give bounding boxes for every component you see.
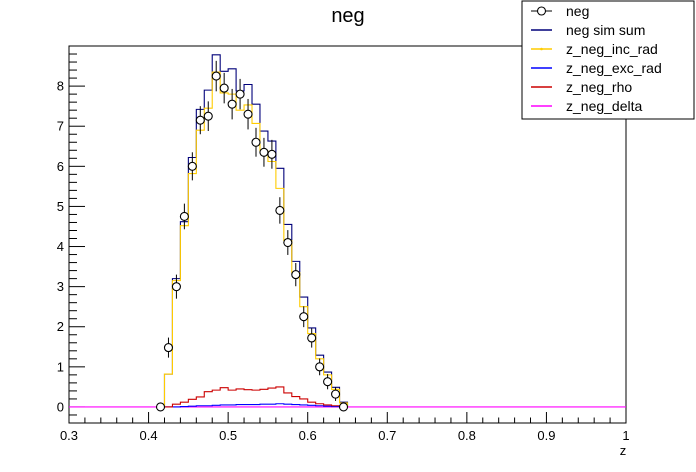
data-point — [331, 389, 341, 399]
legend-item: neg sim sum — [531, 22, 645, 38]
data-point — [163, 343, 174, 353]
y-tick-label: 0 — [57, 399, 64, 414]
series-z-neg-inc-rad-hist — [156, 71, 349, 408]
legend-marker — [536, 6, 547, 16]
series-z-neg-rho-hist — [156, 386, 348, 408]
y-tick-label: 8 — [57, 79, 64, 94]
series-layer — [69, 54, 626, 412]
legend: neg neg sim sum z_neg_inc_rad z_neg_exc_rad… — [521, 0, 695, 120]
y-tick-label: 2 — [57, 319, 64, 334]
data-point — [235, 89, 245, 99]
y-tick-label: 4 — [57, 239, 64, 254]
x-tick-label: 0.7 — [378, 428, 396, 443]
x-tick-label: 0.4 — [140, 428, 158, 443]
x-tick-label: 0.6 — [299, 428, 317, 443]
legend-item: neg — [531, 3, 589, 19]
legend-label: z_neg_delta — [566, 98, 643, 114]
data-point — [203, 111, 213, 121]
data-point — [315, 362, 325, 372]
legend-item: z_neg_inc_rad — [531, 41, 658, 57]
y-tick-label: 6 — [57, 159, 64, 174]
legend-box — [521, 0, 695, 120]
data-point — [323, 377, 333, 387]
data-point — [195, 115, 205, 125]
data-point — [275, 205, 285, 215]
data-point — [243, 109, 253, 119]
legend-item: z_neg_rho — [531, 79, 632, 95]
data-point — [307, 333, 317, 343]
legend-label: neg — [566, 3, 589, 19]
y-tick-label: 7 — [57, 119, 64, 134]
data-point — [291, 270, 301, 280]
plot-frame — [68, 45, 627, 424]
data-point — [179, 211, 189, 222]
data-point — [251, 137, 261, 147]
x-tick-label: 1 — [622, 428, 629, 443]
data-point — [155, 402, 166, 412]
data-point — [338, 402, 349, 412]
legend-item: z_neg_exc_rad — [531, 60, 662, 76]
data-point — [267, 149, 277, 159]
x-tick-label: 0.9 — [537, 428, 555, 443]
x-tick-label: 0.5 — [219, 428, 237, 443]
data-point — [187, 161, 197, 171]
data-point — [283, 237, 293, 248]
legend-item: z_neg_delta — [531, 98, 643, 114]
data-point — [227, 99, 237, 109]
x-tick-label: 0.8 — [458, 428, 476, 443]
x-axis-label: z — [620, 443, 627, 458]
x-axis: 0.3 0.4 0.5 0.6 0.7 0.8 0.9 1 — [60, 412, 630, 443]
legend-label: neg sim sum — [566, 22, 645, 38]
data-point — [211, 71, 221, 81]
legend-marker — [540, 47, 543, 51]
data-point — [219, 83, 229, 93]
legend-label: z_neg_rho — [566, 79, 632, 95]
y-tick-label: 3 — [57, 279, 64, 294]
y-axis: 0 1 2 3 4 5 6 7 8 — [57, 53, 85, 424]
x-tick-label: 0.3 — [60, 428, 78, 443]
data-point — [171, 282, 181, 292]
y-tick-label: 1 — [57, 359, 64, 374]
legend-label: z_neg_exc_rad — [566, 60, 662, 76]
chart-title: neg — [331, 5, 364, 27]
data-point — [299, 312, 309, 322]
legend-label: z_neg_inc_rad — [566, 41, 658, 57]
series-z-neg-exc-rad-hist — [156, 403, 348, 408]
data-point — [259, 147, 269, 157]
y-tick-label: 5 — [57, 199, 64, 214]
